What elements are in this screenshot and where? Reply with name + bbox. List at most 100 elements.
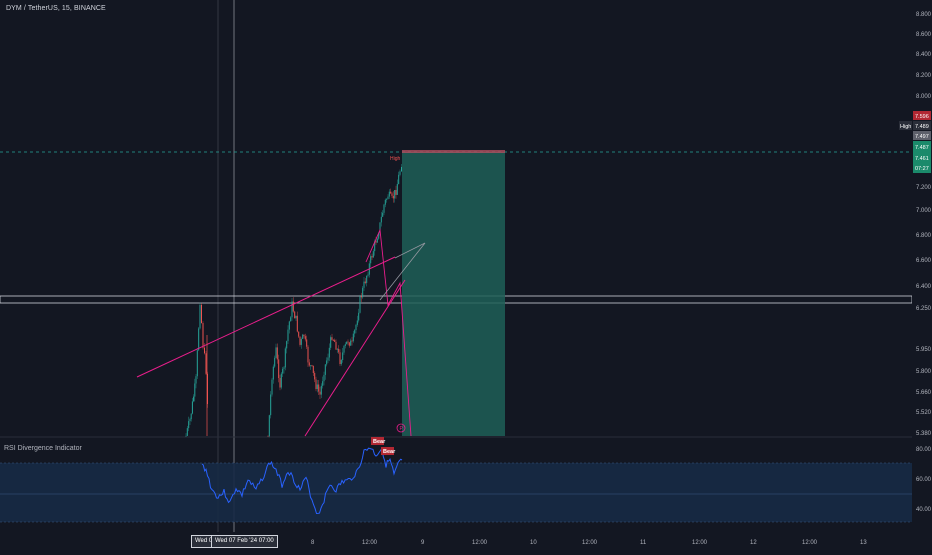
candle-body xyxy=(270,394,272,416)
candle-body xyxy=(366,275,368,283)
price-tick: 5.520 xyxy=(916,410,932,416)
candle-body xyxy=(311,365,313,367)
rsi-tick: 80.00 xyxy=(916,447,932,453)
candle-body xyxy=(204,347,205,354)
candle-body xyxy=(342,352,344,360)
candle-body xyxy=(198,328,200,351)
candle-body xyxy=(375,241,377,243)
candle-body xyxy=(279,378,281,388)
candle-body xyxy=(302,334,304,339)
symbol-title[interactable]: DYM / TetherUS, 15, BINANCE xyxy=(6,5,106,12)
candle-body xyxy=(283,367,285,369)
candle-body xyxy=(354,330,356,334)
candle-body xyxy=(207,373,208,404)
candle-body xyxy=(396,184,398,195)
price-tick: 8.600 xyxy=(916,32,932,38)
candle-body xyxy=(398,174,400,185)
price-axis-ticks: 8.800 8.600 8.400 8.200 8.000 7.200 7.00… xyxy=(916,12,932,437)
candle-body xyxy=(295,315,297,319)
candle-body xyxy=(359,295,361,313)
candlestick-series xyxy=(185,164,402,438)
price-tag-high: High 7.489 xyxy=(899,121,931,130)
time-tick: 13 xyxy=(860,540,867,546)
candle-body xyxy=(290,317,292,322)
candle-body xyxy=(379,222,381,234)
candle-body xyxy=(274,357,276,367)
price-tick: 5.800 xyxy=(916,369,932,375)
candle-body xyxy=(186,428,188,436)
candle-body xyxy=(388,191,390,197)
candle-body xyxy=(319,391,321,395)
price-tick: 6.400 xyxy=(916,284,932,290)
candle-body xyxy=(363,281,365,288)
long-position-risk-zone[interactable] xyxy=(402,150,505,153)
price-axis[interactable] xyxy=(912,0,932,550)
pattern-circle-marker xyxy=(396,423,406,433)
candle-body xyxy=(330,337,332,348)
candle-body xyxy=(350,340,352,346)
candle-body xyxy=(335,341,337,350)
candle-body xyxy=(340,360,342,365)
candle-body xyxy=(299,336,301,345)
candle-body xyxy=(306,339,308,347)
candle-body xyxy=(382,212,384,217)
price-tick: 5.950 xyxy=(916,347,932,353)
time-tick: 8 xyxy=(311,540,315,546)
candle-body xyxy=(364,281,366,283)
candle-body xyxy=(384,199,386,205)
lower-trendline[interactable] xyxy=(304,279,406,437)
candle-body xyxy=(370,256,372,264)
bear-label-1: Bear xyxy=(371,437,386,445)
price-tick: 8.200 xyxy=(916,73,932,79)
candle-body xyxy=(356,320,358,325)
projection-triangle[interactable] xyxy=(379,242,426,301)
pattern-zigzag-line[interactable] xyxy=(365,228,412,437)
high-marker-label: High xyxy=(390,156,401,162)
candle-body xyxy=(271,379,273,395)
candle-body xyxy=(346,341,348,345)
svg-text:Bear: Bear xyxy=(373,439,386,445)
candle-body xyxy=(310,365,312,367)
time-tick: 11 xyxy=(640,540,647,546)
price-tag-gray: 7.497 xyxy=(913,131,931,140)
candle-body xyxy=(291,301,293,318)
candle-body xyxy=(360,295,362,298)
candle-body xyxy=(191,401,193,414)
price-tick: 6.600 xyxy=(916,258,932,264)
candle-body xyxy=(287,329,289,342)
upper-trendline[interactable] xyxy=(136,256,396,378)
price-tick: 7.000 xyxy=(916,208,932,214)
rsi-tick: 60.00 xyxy=(916,477,932,483)
candle-body xyxy=(280,373,282,388)
rsi-indicator-title[interactable]: RSI Divergence Indicator xyxy=(4,445,82,452)
candle-body xyxy=(272,366,274,380)
candle-body xyxy=(188,421,190,429)
long-position-profit-zone[interactable] xyxy=(402,152,505,436)
candle-body xyxy=(374,241,376,252)
crosshair-time-label: Wed 07 Feb '24 07:00 xyxy=(211,535,278,548)
time-axis[interactable] xyxy=(0,532,912,550)
candle-body xyxy=(327,357,329,361)
rsi-tick: 40.00 xyxy=(916,507,932,513)
candle-body xyxy=(315,379,317,390)
price-tick: 6.800 xyxy=(916,233,932,239)
candle-body xyxy=(378,233,380,239)
price-tag-red: 7.596 xyxy=(913,111,931,120)
svg-text:7.487: 7.487 xyxy=(915,145,929,151)
candle-body xyxy=(347,341,349,343)
candle-body xyxy=(190,413,192,420)
svg-text:07:27: 07:27 xyxy=(915,166,929,172)
candle-body xyxy=(199,304,201,329)
candle-body xyxy=(358,312,360,321)
candle-body xyxy=(324,364,326,375)
candle-body xyxy=(399,171,401,175)
candle-body xyxy=(332,339,334,341)
candle-body xyxy=(395,190,397,195)
candle-body xyxy=(390,191,392,194)
price-tick: 6.250 xyxy=(916,306,932,312)
candle-body xyxy=(343,345,345,353)
candle-body xyxy=(380,216,382,223)
candle-body xyxy=(326,360,328,365)
